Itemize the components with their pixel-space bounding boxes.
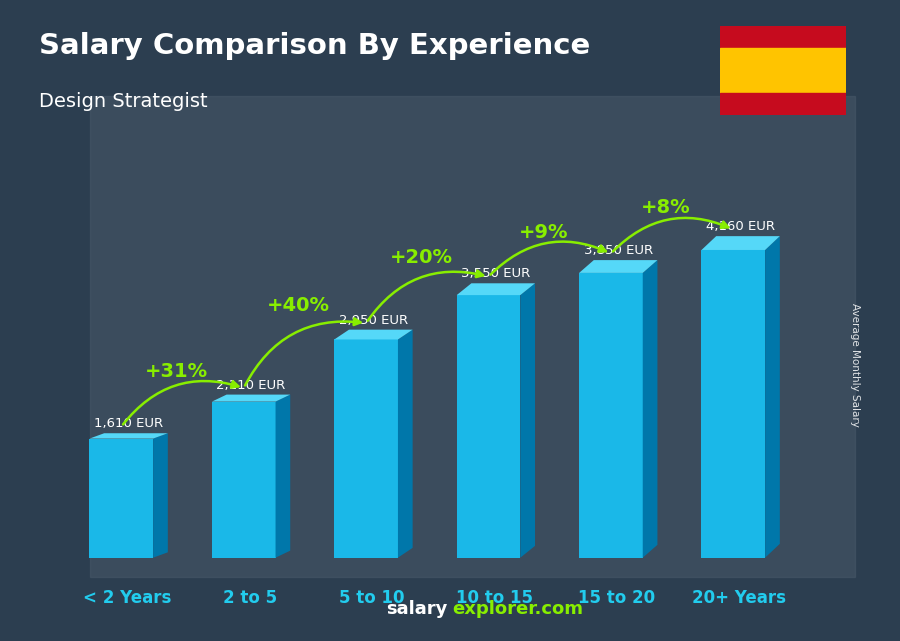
- Text: Average Monthly Salary: Average Monthly Salary: [850, 303, 860, 428]
- Text: +31%: +31%: [145, 362, 208, 381]
- Text: +20%: +20%: [390, 247, 453, 267]
- Polygon shape: [701, 236, 779, 250]
- Text: Design Strategist: Design Strategist: [39, 92, 208, 112]
- Polygon shape: [456, 295, 520, 558]
- Text: 3,550 EUR: 3,550 EUR: [461, 267, 530, 280]
- Text: +9%: +9%: [518, 224, 569, 242]
- Text: 2,950 EUR: 2,950 EUR: [339, 313, 408, 327]
- Text: 4,160 EUR: 4,160 EUR: [706, 221, 775, 233]
- Polygon shape: [334, 340, 398, 558]
- Polygon shape: [701, 250, 765, 558]
- Bar: [720, 48, 846, 93]
- Polygon shape: [579, 273, 643, 558]
- Polygon shape: [398, 329, 412, 558]
- Polygon shape: [212, 395, 290, 402]
- Polygon shape: [212, 402, 275, 558]
- Text: salary: salary: [386, 600, 448, 618]
- Text: 5 to 10: 5 to 10: [339, 588, 405, 607]
- Bar: [720, 93, 846, 115]
- Polygon shape: [643, 260, 657, 558]
- Bar: [90, 96, 855, 577]
- Text: explorer.com: explorer.com: [452, 600, 583, 618]
- Polygon shape: [89, 433, 167, 438]
- Text: 2 to 5: 2 to 5: [223, 588, 277, 607]
- Text: 15 to 20: 15 to 20: [579, 588, 655, 607]
- Text: 20+ Years: 20+ Years: [692, 588, 787, 607]
- Polygon shape: [765, 236, 779, 558]
- Polygon shape: [456, 283, 535, 295]
- Text: +40%: +40%: [267, 296, 330, 315]
- Polygon shape: [334, 329, 412, 340]
- Text: +8%: +8%: [641, 198, 691, 217]
- Polygon shape: [520, 283, 535, 558]
- Polygon shape: [89, 438, 153, 558]
- Polygon shape: [153, 433, 167, 558]
- Text: < 2 Years: < 2 Years: [84, 588, 172, 607]
- Text: 1,610 EUR: 1,610 EUR: [94, 417, 163, 430]
- Polygon shape: [579, 260, 657, 273]
- Bar: [720, 26, 846, 48]
- Text: 10 to 15: 10 to 15: [456, 588, 533, 607]
- Text: Salary Comparison By Experience: Salary Comparison By Experience: [39, 32, 590, 60]
- Text: 2,110 EUR: 2,110 EUR: [216, 379, 285, 392]
- Polygon shape: [275, 395, 290, 558]
- Text: 3,850 EUR: 3,850 EUR: [584, 244, 652, 257]
